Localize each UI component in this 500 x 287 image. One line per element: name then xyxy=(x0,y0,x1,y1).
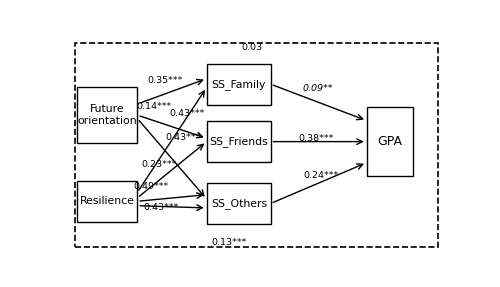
Text: 0.03: 0.03 xyxy=(242,43,263,52)
Text: 0.13***: 0.13*** xyxy=(212,238,247,247)
FancyBboxPatch shape xyxy=(207,183,271,224)
FancyBboxPatch shape xyxy=(207,64,271,104)
Text: GPA: GPA xyxy=(378,135,402,148)
Text: 0.23***: 0.23*** xyxy=(141,160,176,169)
Text: 0.43***: 0.43*** xyxy=(165,133,200,142)
FancyBboxPatch shape xyxy=(77,87,137,143)
Text: SS_Friends: SS_Friends xyxy=(210,136,268,147)
Text: SS_Family: SS_Family xyxy=(212,79,266,90)
Text: 0.49***: 0.49*** xyxy=(133,183,168,191)
Text: 0.43***: 0.43*** xyxy=(144,203,179,212)
Text: 0.09**: 0.09** xyxy=(303,84,334,93)
FancyBboxPatch shape xyxy=(77,181,137,222)
Text: 0.38***: 0.38*** xyxy=(298,134,334,143)
Text: Resilience: Resilience xyxy=(80,196,134,206)
FancyBboxPatch shape xyxy=(366,107,413,176)
Text: 0.14***: 0.14*** xyxy=(136,102,171,111)
Text: 0.43***: 0.43*** xyxy=(170,110,205,119)
Text: SS_Others: SS_Others xyxy=(211,198,267,209)
Text: Future
orientation: Future orientation xyxy=(77,104,137,126)
Text: 0.35***: 0.35*** xyxy=(148,76,183,85)
FancyBboxPatch shape xyxy=(207,121,271,162)
Text: 0.24***: 0.24*** xyxy=(304,171,339,180)
